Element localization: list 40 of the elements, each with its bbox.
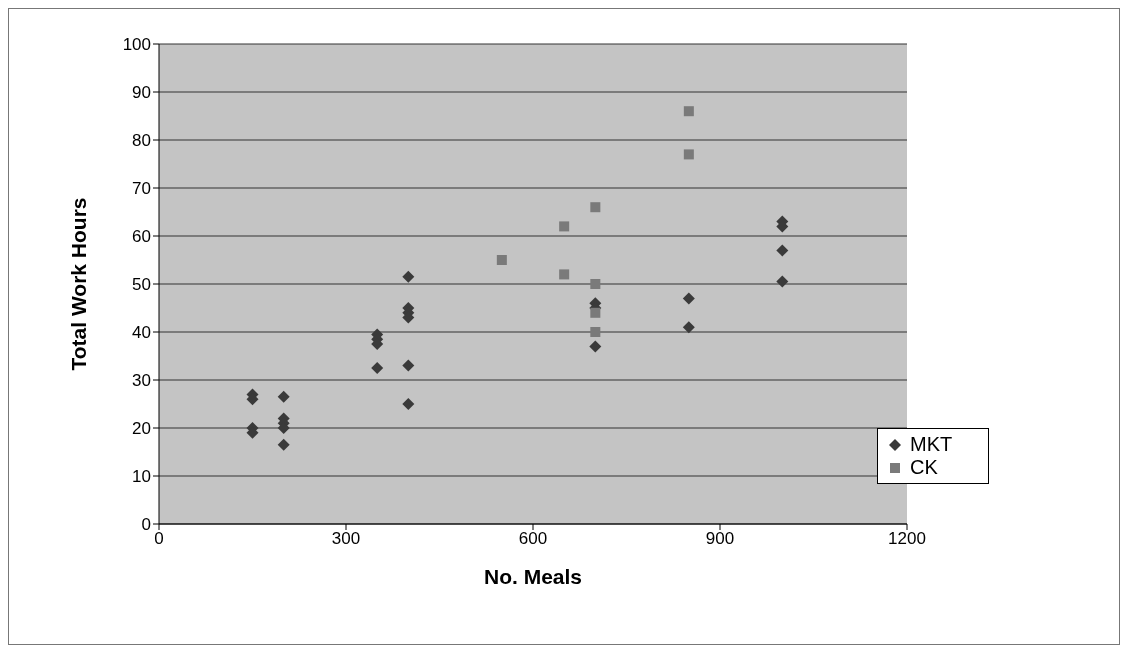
y-tick-label: 30 — [132, 371, 151, 391]
y-tick-label: 80 — [132, 131, 151, 151]
legend-label: MKT — [910, 433, 953, 456]
y-tick-label: 60 — [132, 227, 151, 247]
x-tick-label: 1200 — [888, 529, 926, 549]
x-tick-label: 600 — [518, 529, 548, 549]
x-tick-label: 0 — [154, 529, 164, 549]
y-tick-label: 10 — [132, 467, 151, 487]
y-tick-label: 20 — [132, 419, 151, 439]
point — [776, 244, 789, 257]
point — [559, 221, 570, 232]
point — [590, 307, 601, 318]
point — [589, 340, 602, 353]
x-tick-label: 900 — [705, 529, 735, 549]
y-axis-title: Total Work Hours — [67, 197, 91, 371]
y-tick-label: 90 — [132, 83, 151, 103]
y-tick-label: 50 — [132, 275, 151, 295]
point — [496, 255, 507, 265]
point — [683, 149, 694, 160]
point — [682, 292, 695, 305]
point — [682, 321, 695, 334]
point — [277, 438, 290, 451]
point — [683, 106, 694, 117]
y-tick-label: 70 — [132, 179, 151, 199]
point — [402, 270, 415, 283]
point — [590, 279, 601, 289]
y-tick-label: 100 — [122, 35, 151, 55]
point — [776, 275, 789, 288]
point — [590, 202, 601, 213]
point — [559, 269, 570, 280]
x-tick-label: 300 — [331, 529, 361, 549]
point — [590, 327, 601, 337]
point — [402, 359, 415, 372]
y-tick-label: 40 — [132, 323, 151, 343]
point — [402, 398, 415, 410]
x-axis-title: No. Meals — [483, 565, 583, 588]
legend-label: CK — [910, 456, 938, 479]
point — [277, 390, 290, 403]
point — [371, 362, 384, 374]
y-tick-label: 0 — [141, 515, 151, 535]
